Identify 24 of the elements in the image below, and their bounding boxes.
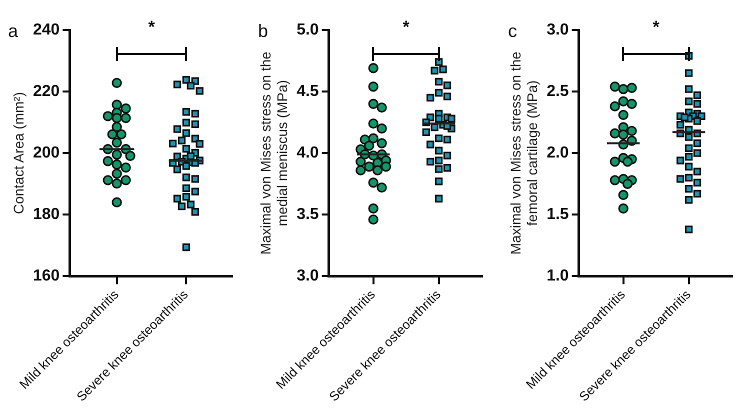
- y-tick-label: 240: [32, 21, 60, 38]
- y-axis-title: Maximal von Mises stress on the femoral cartilage (MPa): [507, 51, 540, 255]
- y-tick-label: 180: [32, 206, 60, 224]
- y-tick-label: 1.0: [546, 268, 569, 285]
- y-tick-label: 4.0: [296, 144, 319, 162]
- annotation: *: [652, 18, 660, 37]
- y-tick-label: 2.5: [546, 82, 569, 100]
- y-tick-label: 3.0: [296, 268, 319, 285]
- y-axis-title: Contact Area (mm²): [10, 92, 26, 214]
- y-tick-label: 200: [32, 144, 60, 162]
- y-tick-label: 2.0: [546, 144, 569, 162]
- y-tick-label: 3.5: [296, 206, 319, 224]
- y-axis-title: Maximal von Mises stress on the medial meniscus (MPa): [257, 51, 290, 255]
- y-tick-label: 5.0: [296, 21, 319, 38]
- y-tick-label: 160: [32, 268, 60, 285]
- chart-title: b: [258, 20, 268, 41]
- y-tick-label: 3.0: [546, 21, 569, 38]
- y-tick-label: 1.5: [546, 206, 569, 224]
- y-tick-label: 220: [32, 82, 60, 100]
- y-tick-label: 4.5: [296, 82, 319, 100]
- chart-title: c: [508, 20, 517, 41]
- annotation: *: [148, 18, 156, 37]
- annotation: *: [402, 18, 410, 37]
- chart-title: a: [8, 20, 19, 41]
